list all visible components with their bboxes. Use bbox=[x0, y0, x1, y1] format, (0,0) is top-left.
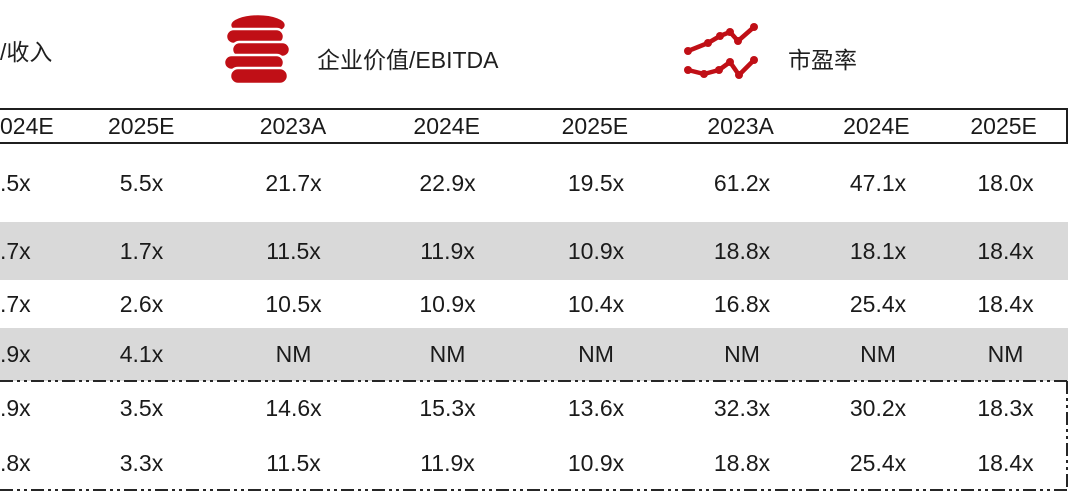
table-cell: NM bbox=[578, 341, 614, 367]
table-cell: 1.7x bbox=[119, 237, 164, 264]
table-row: .8x 3.3x 11.5x 11.9x 10.9x 18.8x 25.4x 1… bbox=[0, 436, 1068, 490]
table-cell: 10.9x bbox=[567, 237, 625, 264]
table-cell: 18.8x bbox=[713, 237, 771, 264]
table-cell: 18.1x bbox=[849, 237, 907, 264]
table-row: .9x 3.5x 14.6x 15.3x 13.6x 32.3x 30.2x 1… bbox=[0, 381, 1068, 436]
table-header-row: 024E 2025E 2023A 2024E 2025E 2023A 2024E… bbox=[0, 108, 1068, 144]
table-cell: NM bbox=[860, 341, 896, 367]
column-header: 2024E bbox=[843, 112, 910, 139]
table-cell: 25.4x bbox=[849, 449, 907, 476]
table-cell: 18.8x bbox=[713, 449, 771, 476]
table-cell: 5.5x bbox=[119, 169, 164, 196]
metric-legend: /收入 企业价值/EBITDA bbox=[0, 0, 1080, 108]
column-header: 2025E bbox=[561, 112, 629, 139]
line-chart-icon bbox=[682, 22, 762, 89]
table-cell: 16.8x bbox=[713, 290, 771, 317]
legend-label-ev-ebitda: 企业价值/EBITDA bbox=[317, 47, 499, 73]
column-header: 2025E bbox=[970, 112, 1037, 139]
table-cell: 15.3x bbox=[419, 395, 476, 421]
table-row: .5x 5.5x 21.7x 22.9x 19.5x 61.2x 47.1x 1… bbox=[0, 144, 1068, 222]
table-cell: .7x bbox=[0, 290, 31, 317]
table-cell: 32.3x bbox=[713, 395, 771, 421]
table-cell: 13.6x bbox=[567, 395, 625, 421]
table-cell: 2.6x bbox=[119, 290, 164, 317]
table-cell: 3.3x bbox=[119, 449, 164, 476]
table-cell: 18.4x bbox=[977, 290, 1034, 317]
table-cell: 10.9x bbox=[567, 449, 625, 476]
table-cell: .7x bbox=[0, 237, 31, 264]
table-row: .7x 2.6x 10.5x 10.9x 10.4x 16.8x 25.4x 1… bbox=[0, 280, 1068, 328]
table-cell: 10.4x bbox=[567, 290, 625, 317]
table-cell: 18.4x bbox=[977, 449, 1034, 476]
column-header: 2024E bbox=[413, 112, 480, 139]
table-cell: 18.0x bbox=[977, 169, 1034, 196]
table-row: .9x 4.1x NM NM NM NM NM NM bbox=[0, 328, 1068, 381]
table-cell: NM bbox=[275, 341, 312, 367]
table-cell: 61.2x bbox=[713, 169, 771, 196]
table-cell: 21.7x bbox=[265, 169, 322, 196]
summary-highlight-box: .9x 3.5x 14.6x 15.3x 13.6x 32.3x 30.2x 1… bbox=[0, 380, 1068, 491]
dashed-border-right bbox=[1066, 381, 1068, 490]
table-cell: .5x bbox=[0, 169, 31, 196]
table-cell: 11.5x bbox=[266, 237, 321, 264]
coins-icon bbox=[222, 12, 292, 95]
table-cell: .9x bbox=[0, 395, 31, 421]
table-cell: 18.4x bbox=[977, 237, 1034, 264]
table-cell: NM bbox=[724, 341, 760, 367]
table-cell: NM bbox=[987, 341, 1024, 367]
table-cell: 25.4x bbox=[849, 290, 907, 317]
table-cell: .8x bbox=[0, 449, 31, 476]
table-cell: 18.3x bbox=[977, 395, 1034, 421]
table-row: .7x 1.7x 11.5x 11.9x 10.9x 18.8x 18.1x 1… bbox=[0, 222, 1068, 280]
column-header: 2023A bbox=[707, 112, 774, 139]
table-cell: NM bbox=[429, 341, 466, 367]
table-cell: 30.2x bbox=[849, 395, 907, 421]
column-header: 024E bbox=[0, 112, 54, 139]
table-cell: 22.9x bbox=[419, 169, 476, 196]
table-cell: 19.5x bbox=[567, 169, 625, 196]
legend-label-ev-revenue: /收入 bbox=[0, 39, 53, 65]
table-cell: 11.9x bbox=[420, 449, 475, 476]
column-header: 2025E bbox=[107, 112, 175, 139]
table-cell: 10.5x bbox=[265, 290, 322, 317]
table-cell: 14.6x bbox=[265, 395, 322, 421]
column-header: 2023A bbox=[259, 112, 327, 139]
dashed-border-bottom bbox=[0, 489, 1068, 491]
table-cell: 11.5x bbox=[266, 449, 321, 476]
dashed-border-top bbox=[0, 380, 1068, 382]
table-cell: 10.9x bbox=[419, 290, 476, 317]
table-cell: 3.5x bbox=[119, 395, 164, 421]
legend-label-pe-ratio: 市盈率 bbox=[788, 47, 857, 73]
table-cell: 47.1x bbox=[849, 169, 907, 196]
table-cell: 4.1x bbox=[119, 341, 164, 367]
comps-table: 024E 2025E 2023A 2024E 2025E 2023A 2024E… bbox=[0, 108, 1068, 491]
table-cell: .9x bbox=[0, 341, 31, 367]
table-cell: 11.9x bbox=[420, 237, 475, 264]
